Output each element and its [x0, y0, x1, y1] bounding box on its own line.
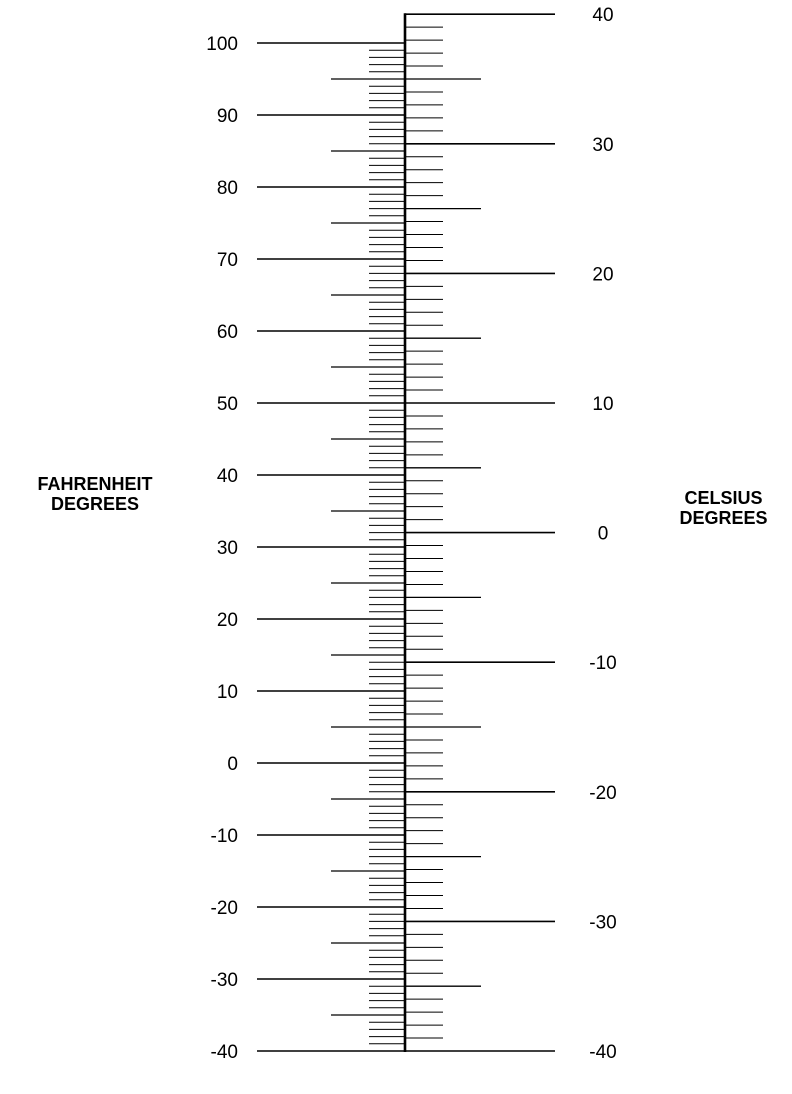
fahrenheit-tick-label: 10: [217, 682, 238, 703]
celsius-title-line1: CELSIUS: [684, 488, 763, 508]
fahrenheit-tick-label: 70: [217, 250, 238, 271]
celsius-tick-label: -30: [589, 912, 616, 933]
celsius-title-line2: DEGREES: [679, 508, 768, 528]
fahrenheit-tick-label: -10: [211, 826, 238, 847]
fahrenheit-tick-label: 50: [217, 394, 238, 415]
celsius-tick-label: 30: [592, 135, 613, 156]
fahrenheit-tick-label: 40: [217, 466, 238, 487]
celsius-tick-label: -10: [589, 653, 616, 674]
fahrenheit-tick-label: 30: [217, 538, 238, 559]
fahrenheit-tick-label: -40: [211, 1042, 238, 1063]
celsius-tick-label: 40: [592, 5, 613, 26]
celsius-tick-label: 0: [598, 524, 609, 545]
fahrenheit-tick-label: -20: [211, 898, 238, 919]
fahrenheit-title-line2: DEGREES: [50, 494, 140, 514]
celsius-tick-label: 10: [592, 394, 613, 415]
fahrenheit-tick-label: 20: [217, 610, 238, 631]
celsius-tick-label: -20: [589, 783, 616, 804]
fahrenheit-tick-label: 100: [206, 34, 238, 55]
celsius-tick-label: 20: [592, 264, 613, 285]
celsius-axis-title: CELSIUS DEGREES: [655, 488, 792, 528]
fahrenheit-tick-label: -30: [211, 970, 238, 991]
fahrenheit-tick-label: 80: [217, 178, 238, 199]
celsius-tick-label: -40: [589, 1042, 616, 1063]
fahrenheit-tick-label: 60: [217, 322, 238, 343]
fahrenheit-title-line1: FAHRENHEIT: [37, 474, 153, 494]
fahrenheit-axis-title: FAHRENHEIT DEGREES: [10, 474, 180, 514]
fahrenheit-tick-label: 0: [227, 754, 238, 775]
fahrenheit-tick-label: 90: [217, 106, 238, 127]
